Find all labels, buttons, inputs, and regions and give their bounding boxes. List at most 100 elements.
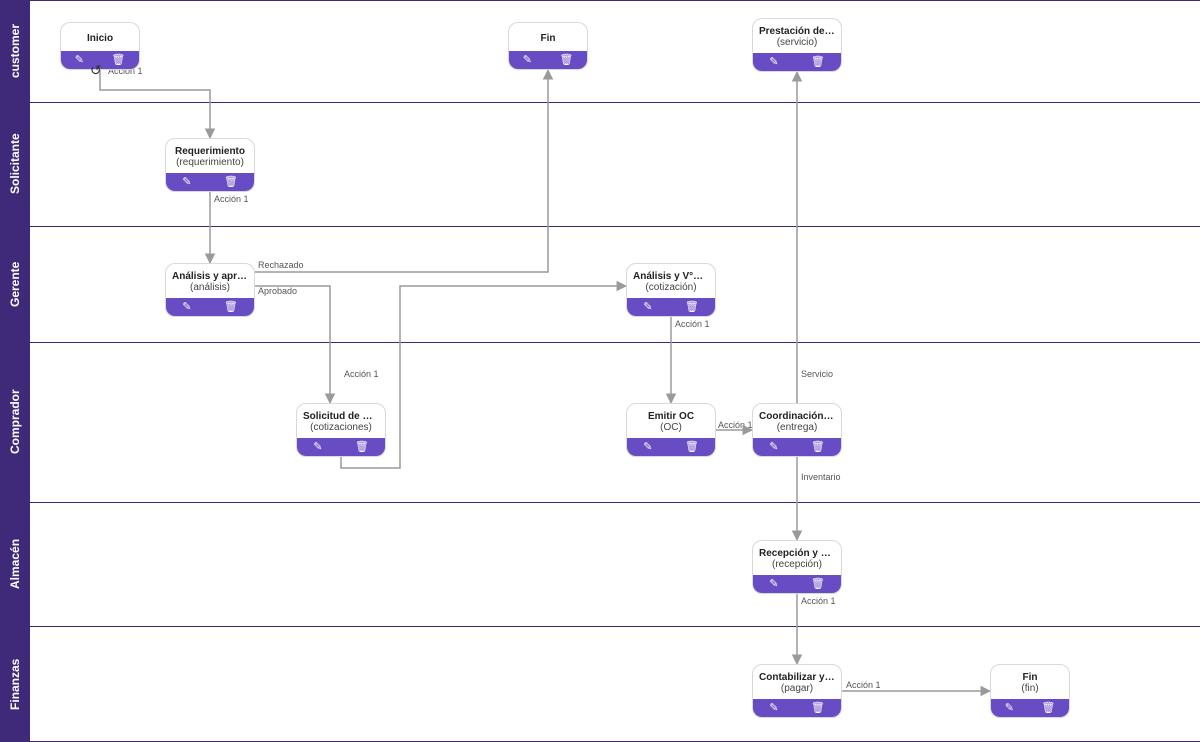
edges-layer [0, 0, 1200, 742]
node-subtitle: (fin) [997, 683, 1063, 694]
delete-icon[interactable]: 🗑 [811, 703, 825, 714]
node-footer: ✎🗑 [297, 438, 385, 456]
node-body: Análisis y V°B° ...(cotización) [627, 264, 715, 298]
node-footer: ✎🗑 [627, 438, 715, 456]
lane-label-solicitante: Solicitante [0, 102, 30, 226]
flow-node-coord[interactable]: Coordinación e...(entrega)✎🗑 [752, 403, 842, 457]
edge-label: Rechazado [258, 260, 304, 270]
delete-icon[interactable]: 🗑 [111, 55, 125, 66]
flow-node-contab[interactable]: Contabilizar y ...(pagar)✎🗑 [752, 664, 842, 718]
lane-label-finanzas: Finanzas [0, 626, 30, 742]
node-body: Requerimiento(requerimiento) [166, 139, 254, 173]
edit-icon[interactable]: ✎ [769, 442, 778, 453]
lane-divider [30, 102, 1200, 103]
node-body: Solicitud de Co...(cotizaciones) [297, 404, 385, 438]
flow-node-requerim[interactable]: Requerimiento(requerimiento) ✎ 🗑 [165, 138, 255, 192]
swimlane-diagram: customerSolicitanteGerenteCompradorAlmac… [0, 0, 1200, 742]
lane-divider [30, 226, 1200, 227]
node-body: Prestación de s...(servicio) [753, 19, 841, 53]
lane-label-almacen: Almacén [0, 502, 30, 626]
node-title: Requerimiento [172, 146, 248, 157]
node-title: Prestación de s... [759, 26, 835, 37]
flow-node-fin2[interactable]: Fin(fin)✎🗑 [990, 664, 1070, 718]
delete-icon[interactable]: 🗑 [559, 55, 573, 66]
edit-icon[interactable]: ✎ [769, 703, 778, 714]
lane-divider [30, 502, 1200, 503]
edit-icon[interactable]: ✎ [769, 57, 778, 68]
delete-icon[interactable]: 🗑 [685, 442, 699, 453]
node-title: Fin [997, 672, 1063, 683]
edit-icon[interactable]: ✎ [523, 55, 532, 66]
flow-node-emitir[interactable]: Emitir OC(OC)✎🗑 [626, 403, 716, 457]
node-title: Coordinación e... [759, 411, 835, 422]
node-body: Fin(fin) [991, 665, 1069, 699]
node-body: Fin [509, 23, 587, 51]
edge-label: Servicio [801, 369, 833, 379]
node-subtitle: (requerimiento) [172, 157, 248, 168]
delete-icon[interactable]: 🗑 [811, 442, 825, 453]
lane-divider [30, 626, 1200, 627]
edge-label: Acción 1 [214, 194, 249, 204]
undo-icon[interactable]: ↺ [90, 62, 102, 79]
node-title: Contabilizar y ... [759, 672, 835, 683]
edge-label: Aprobado [258, 286, 297, 296]
flow-node-prestacion[interactable]: Prestación de s...(servicio)✎🗑 [752, 18, 842, 72]
edge-label: Acción 1 [675, 319, 710, 329]
edit-icon[interactable]: ✎ [643, 442, 652, 453]
node-body: Recepción y al...(recepción) [753, 541, 841, 575]
node-subtitle: (cotización) [633, 282, 709, 293]
edit-icon[interactable]: ✎ [182, 177, 191, 188]
node-subtitle: (pagar) [759, 683, 835, 694]
edge [100, 70, 210, 138]
edit-icon[interactable]: ✎ [643, 302, 652, 313]
flow-node-analisis1[interactable]: Análisis y apro...(análisis)✎🗑 [165, 263, 255, 317]
delete-icon[interactable]: 🗑 [811, 57, 825, 68]
node-subtitle: (cotizaciones) [303, 422, 379, 433]
delete-icon[interactable]: 🗑 [811, 579, 825, 590]
lane-divider [30, 0, 1200, 1]
node-title: Fin [515, 33, 581, 44]
node-subtitle: (análisis) [172, 282, 248, 293]
edge-label: Acción 1 [718, 420, 753, 430]
node-title: Emitir OC [633, 411, 709, 422]
edge-label: Acción 1 [344, 369, 379, 379]
node-body: Análisis y apro...(análisis) [166, 264, 254, 298]
node-subtitle: (recepción) [759, 559, 835, 570]
node-subtitle: (entrega) [759, 422, 835, 433]
edge [255, 70, 548, 272]
edit-icon[interactable]: ✎ [75, 55, 84, 66]
node-title: Recepción y al... [759, 548, 835, 559]
flow-node-analisis2[interactable]: Análisis y V°B° ...(cotización) ✎ 🗑 [626, 263, 716, 317]
node-body: Coordinación e...(entrega) [753, 404, 841, 438]
lane-label-customer: customer [0, 0, 30, 102]
delete-icon[interactable]: 🗑 [224, 177, 238, 188]
lane-divider [30, 342, 1200, 343]
delete-icon[interactable]: 🗑 [224, 302, 238, 313]
edge-label: Acción 1 [801, 596, 836, 606]
edit-icon[interactable]: ✎ [182, 302, 191, 313]
lane-label-comprador: Comprador [0, 342, 30, 502]
node-footer: ✎🗑 [753, 699, 841, 717]
node-subtitle: (servicio) [759, 37, 835, 48]
flow-node-solicitud[interactable]: Solicitud de Co...(cotizaciones)✎🗑 [296, 403, 386, 457]
lane-label-gerente: Gerente [0, 226, 30, 342]
node-footer: ✎🗑 [166, 298, 254, 316]
flow-node-recepcion[interactable]: Recepción y al...(recepción) ✎ 🗑 [752, 540, 842, 594]
delete-icon[interactable]: 🗑 [355, 442, 369, 453]
edit-icon[interactable]: ✎ [1005, 703, 1014, 714]
delete-icon[interactable]: 🗑 [1041, 703, 1055, 714]
edge-label: Inventario [801, 472, 841, 482]
node-body: Inicio [61, 23, 139, 51]
edit-icon[interactable]: ✎ [769, 579, 778, 590]
node-subtitle: (OC) [633, 422, 709, 433]
flow-node-fin1[interactable]: Fin✎🗑 [508, 22, 588, 70]
node-footer: ✎🗑 [753, 53, 841, 71]
node-footer: ✎🗑 [753, 438, 841, 456]
node-footer: ✎🗑 [991, 699, 1069, 717]
node-footer: ✎🗑 [509, 51, 587, 69]
edit-icon[interactable]: ✎ [313, 442, 322, 453]
node-title: Solicitud de Co... [303, 411, 379, 422]
delete-icon[interactable]: 🗑 [685, 302, 699, 313]
edge [255, 286, 330, 403]
node-title: Análisis y V°B° ... [633, 271, 709, 282]
